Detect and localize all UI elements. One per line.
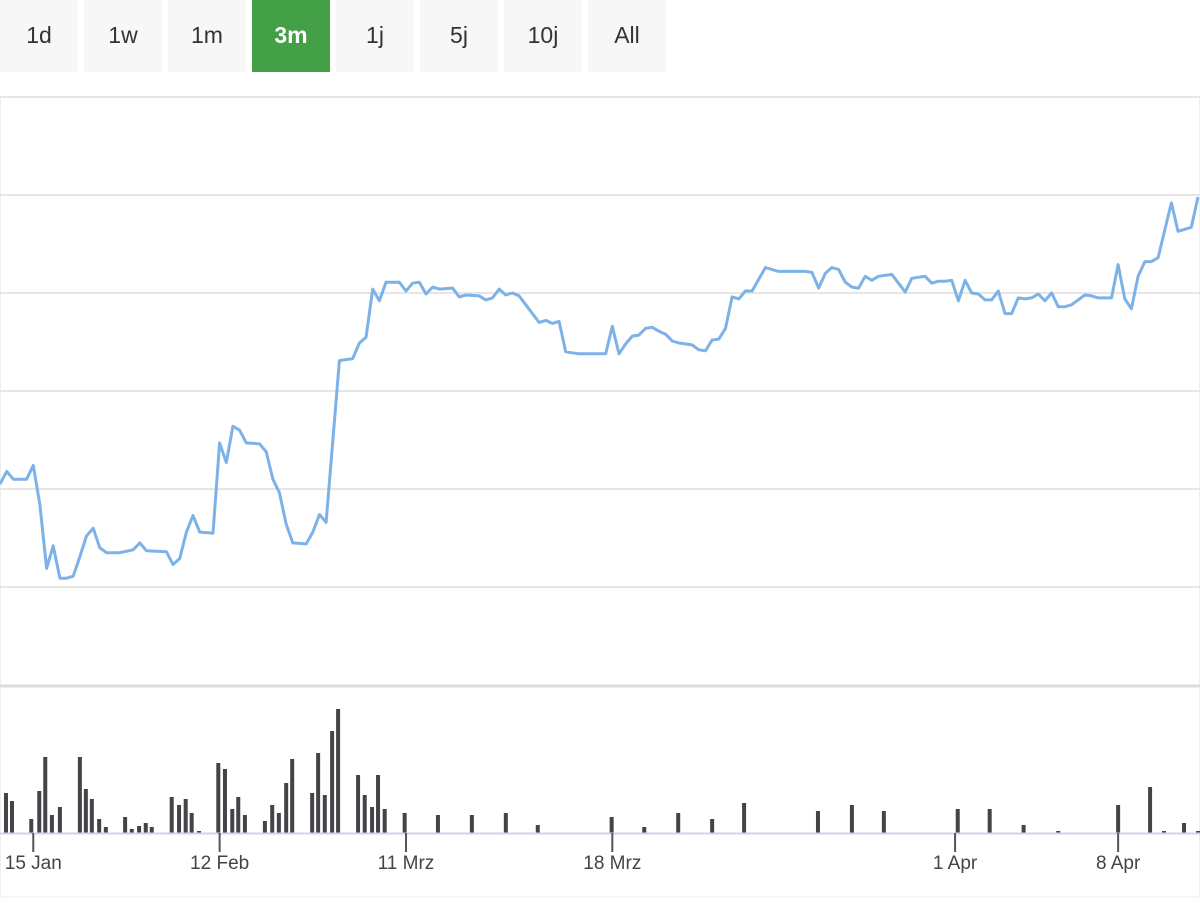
volume-bar [362, 795, 367, 833]
volume-bar [535, 825, 540, 833]
volume-bar [137, 826, 142, 833]
range-button[interactable] [336, 0, 414, 72]
volume-bar [77, 757, 82, 833]
volume-bar [1162, 831, 1167, 833]
volume-bar [262, 821, 267, 833]
volume-bar [197, 831, 202, 833]
volume-bar [503, 813, 508, 833]
volume-bar [370, 807, 375, 833]
x-tick-label: 8 Apr [1096, 853, 1141, 874]
volume-bar [9, 801, 14, 833]
volume-bar [376, 775, 381, 833]
range-button-label[interactable]: 1m [191, 22, 223, 48]
volume-bar [37, 791, 42, 833]
volume-bar [97, 819, 102, 833]
range-button[interactable] [252, 0, 330, 72]
range-button-label[interactable]: 1d [26, 22, 52, 48]
volume-bar [43, 757, 48, 833]
volume-bar [242, 815, 247, 833]
volume-bar [316, 753, 321, 833]
range-button[interactable] [420, 0, 498, 72]
range-button-label[interactable]: 3m [274, 22, 307, 48]
volume-bar [955, 809, 960, 833]
range-button[interactable] [168, 0, 246, 72]
volume-bar [3, 793, 8, 833]
range-button-label[interactable]: 1w [108, 22, 138, 48]
range-button-label[interactable]: 1j [366, 22, 384, 48]
volume-bar [336, 709, 341, 833]
volume-bar [356, 775, 361, 833]
x-tick-label: 11 Mrz [378, 853, 435, 874]
x-tick-label: 18 Mrz [583, 853, 641, 874]
range-button[interactable] [84, 0, 162, 72]
volume-bar [382, 809, 387, 833]
volume-bar [189, 813, 194, 833]
volume-bar [987, 809, 992, 833]
volume-bar [330, 731, 335, 833]
volume-bar [129, 829, 134, 833]
x-tick-label: 15 Jan [5, 853, 62, 874]
volume-bar [1116, 805, 1121, 833]
volume-bar [642, 827, 647, 833]
price-line [0, 196, 1200, 580]
range-button[interactable] [0, 0, 78, 72]
volume-bar [83, 789, 88, 833]
volume-bar [469, 815, 474, 833]
volume-bar [143, 823, 148, 833]
volume-bar [402, 813, 407, 833]
volume-bar [1196, 831, 1200, 833]
range-button-label[interactable]: 10j [528, 22, 559, 48]
volume-bar [815, 811, 820, 833]
volume-bar [435, 815, 440, 833]
volume-bar [1056, 831, 1061, 833]
volume-bar [230, 809, 235, 833]
volume-bar [676, 813, 681, 833]
volume-bar [284, 783, 289, 833]
volume-bar [103, 827, 108, 833]
x-tick-label: 12 Feb [190, 853, 249, 874]
volume-bar [177, 805, 182, 833]
volume-bar [57, 807, 62, 833]
volume-bar [123, 817, 128, 833]
volume-bar [169, 797, 174, 833]
volume-bar [236, 797, 241, 833]
volume-bar [149, 827, 154, 833]
volume-bar [29, 819, 34, 833]
volume-bar [310, 793, 315, 833]
volume-bar [290, 759, 295, 833]
volume-bar [1182, 823, 1187, 833]
volume-bar [49, 815, 54, 833]
range-button-label[interactable]: All [614, 22, 640, 48]
volume-bar [322, 795, 327, 833]
volume-bar [183, 799, 188, 833]
volume-bar [222, 769, 227, 833]
volume-bar [849, 805, 854, 833]
plot-frame [0, 96, 1200, 898]
volume-bar [1021, 825, 1026, 833]
volume-bar [216, 763, 221, 833]
range-button[interactable] [504, 0, 582, 72]
volume-bar [609, 817, 614, 833]
volume-bar [710, 819, 715, 833]
volume-bar [881, 811, 886, 833]
volume-bar [742, 803, 747, 833]
volume-bar [270, 805, 275, 833]
volume-bar [1148, 787, 1153, 833]
x-tick-label: 1 Apr [933, 853, 978, 874]
volume-bar [276, 813, 281, 833]
range-button[interactable] [588, 0, 666, 72]
range-button-label[interactable]: 5j [450, 22, 468, 48]
volume-bar [89, 799, 94, 833]
